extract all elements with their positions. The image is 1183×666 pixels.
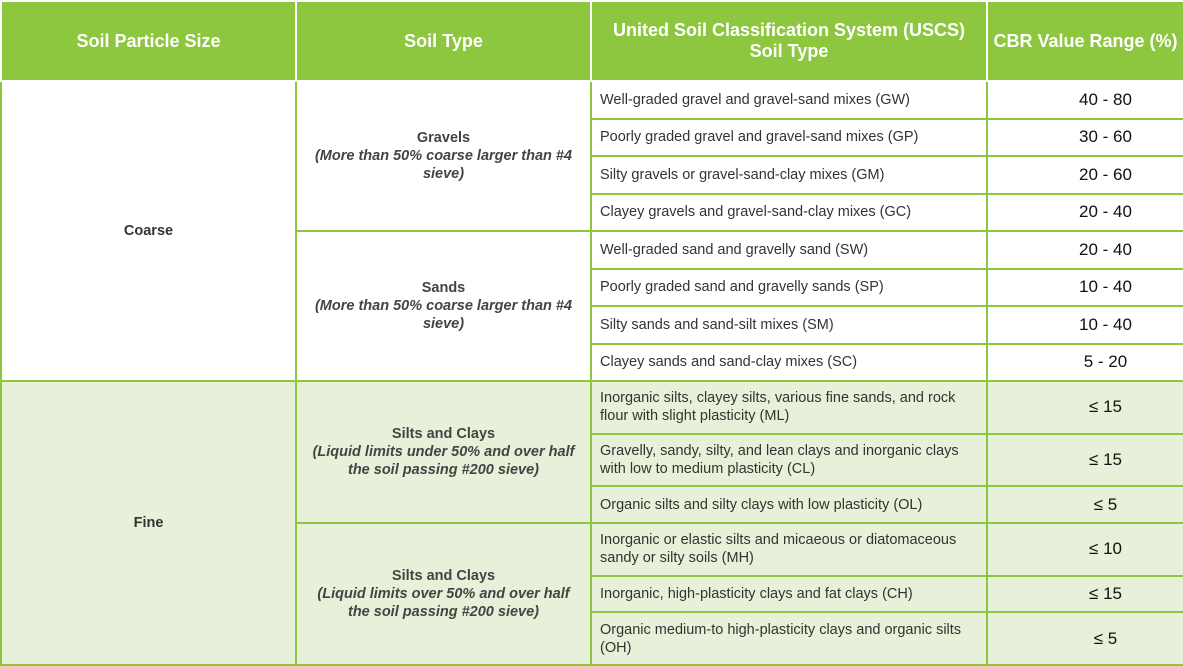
soil-type-silts-clays-high: Silts and Clays (Liquid limits over 50% …: [295, 521, 592, 666]
header-soil-type: Soil Type: [295, 0, 592, 82]
soil-type-gravels: Gravels (More than 50% coarse larger tha…: [295, 80, 592, 232]
table-row: Organic silts and silty clays with low p…: [1, 485, 1183, 524]
uscs-cell: Inorganic or elastic silts and micaeous …: [590, 521, 988, 577]
cbr-cell: 30 - 60: [986, 117, 1183, 157]
table-row: Silty sands and sand-silt mixes (SM) 10 …: [1, 305, 1183, 345]
table-row: Organic medium-to high-plasticity clays …: [1, 611, 1183, 666]
table-row: Silty gravels or gravel-sand-clay mixes …: [1, 155, 1183, 195]
cbr-cell: ≤ 15: [986, 380, 1183, 435]
header-uscs: United Soil Classification System (USCS)…: [590, 0, 988, 82]
uscs-cell: Well-graded sand and gravelly sand (SW): [590, 230, 988, 270]
soil-type-note: (Liquid limits under 50% and over half t…: [312, 443, 575, 478]
cbr-cell: 20 - 40: [986, 192, 1183, 232]
cbr-cell: ≤ 15: [986, 432, 1183, 488]
uscs-cell: Organic medium-to high-plasticity clays …: [590, 611, 988, 666]
uscs-cell: Inorganic silts, clayey silts, various f…: [590, 380, 988, 435]
uscs-cell: Well-graded gravel and gravel-sand mixes…: [590, 80, 988, 120]
particle-size-coarse: Coarse: [0, 80, 297, 382]
cbr-cell: 5 - 20: [986, 342, 1183, 382]
cbr-cell: ≤ 15: [986, 574, 1183, 614]
soil-type-note: (More than 50% coarse larger than #4 sie…: [314, 148, 573, 182]
table-row: Silts and Clays (Liquid limits over 50% …: [1, 521, 1183, 666]
soil-type-note: (More than 50% coarse larger than #4 sie…: [314, 298, 573, 332]
header-particle-size: Soil Particle Size: [0, 0, 297, 82]
uscs-cell: Organic silts and silty clays with low p…: [590, 485, 988, 524]
soil-type-title: Silts and Clays: [391, 567, 496, 584]
uscs-cell: Inorganic, high-plasticity clays and fat…: [590, 574, 988, 614]
table-row: Clayey sands and sand-clay mixes (SC) 5 …: [1, 342, 1183, 382]
soil-type-title: Sands: [421, 280, 466, 296]
uscs-cell: Poorly graded sand and gravelly sands (S…: [590, 267, 988, 307]
cbr-cell: 20 - 40: [986, 230, 1183, 270]
table-row: Clayey gravels and gravel-sand-clay mixe…: [1, 192, 1183, 232]
cbr-cell: ≤ 5: [986, 611, 1183, 666]
table-row: Sands (More than 50% coarse larger than …: [1, 230, 1183, 382]
soil-type-title: Silts and Clays: [391, 425, 496, 442]
particle-size-fine: Fine: [0, 380, 297, 666]
table-row: Poorly graded sand and gravelly sands (S…: [1, 267, 1183, 307]
uscs-cell: Poorly graded gravel and gravel-sand mix…: [590, 117, 988, 157]
table-row: Gravelly, sandy, silty, and lean clays a…: [1, 432, 1183, 488]
cbr-cell: 20 - 60: [986, 155, 1183, 195]
cbr-cell: ≤ 5: [986, 485, 1183, 524]
uscs-cell: Silty sands and sand-silt mixes (SM): [590, 305, 988, 345]
header-cbr: CBR Value Range (%): [986, 0, 1183, 82]
uscs-cell: Gravelly, sandy, silty, and lean clays a…: [590, 432, 988, 488]
uscs-cell: Clayey gravels and gravel-sand-clay mixe…: [590, 192, 988, 232]
cbr-cell: ≤ 10: [986, 521, 1183, 577]
cbr-cell: 10 - 40: [986, 305, 1183, 345]
cbr-cell: 10 - 40: [986, 267, 1183, 307]
uscs-cell: Silty gravels or gravel-sand-clay mixes …: [590, 155, 988, 195]
soil-type-silts-clays-low: Silts and Clays (Liquid limits under 50%…: [295, 380, 592, 524]
soil-type-note: (Liquid limits over 50% and over half th…: [317, 585, 570, 620]
table-row: Fine Silts and Clays (Liquid limits unde…: [0, 380, 1183, 666]
uscs-cell: Clayey sands and sand-clay mixes (SC): [590, 342, 988, 382]
cbr-cell: 40 - 80: [986, 80, 1183, 120]
soil-type-sands: Sands (More than 50% coarse larger than …: [295, 230, 592, 382]
soil-type-title: Gravels: [416, 130, 471, 146]
header-row: Soil Particle Size Soil Type United Soil…: [0, 0, 1183, 82]
table-row: Coarse Gravels (More than 50% coarse lar…: [0, 80, 1183, 382]
